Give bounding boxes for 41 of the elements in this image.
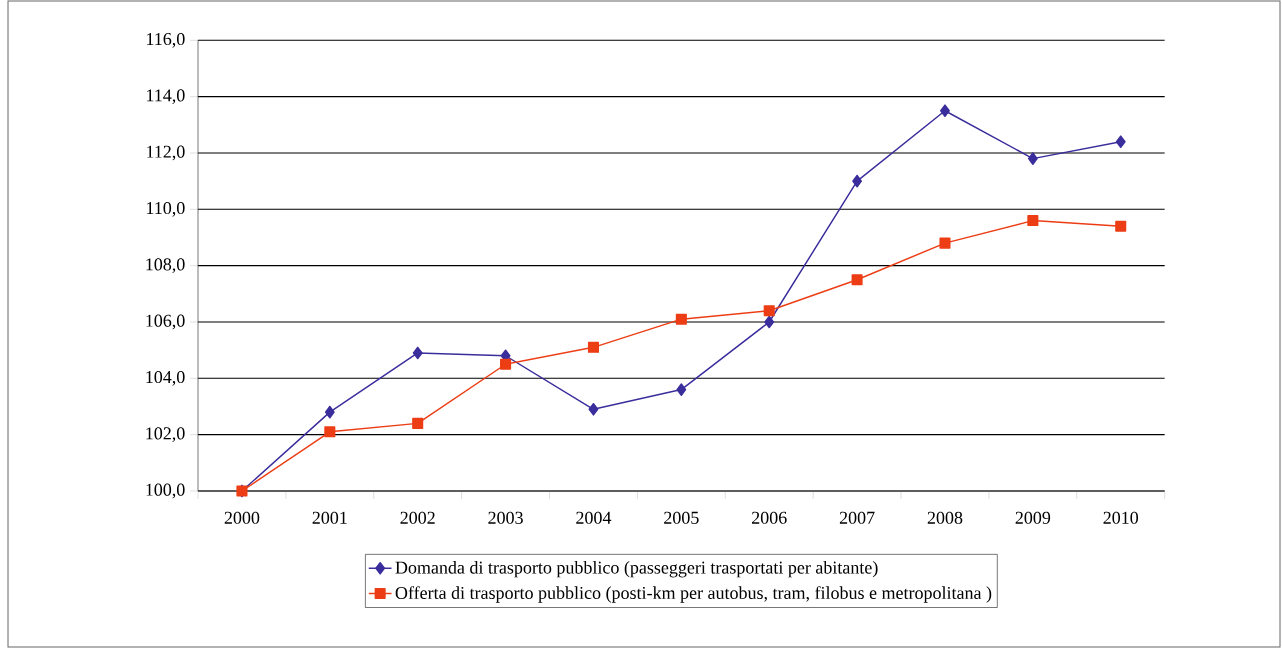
point <box>324 405 335 419</box>
legend-label: Domanda di trasporto pubblico (passeggeri trasportati per abitante) <box>395 561 878 578</box>
y-tick-label: 100,0 <box>146 483 185 499</box>
x-tick-label: 2000 <box>224 511 260 524</box>
y-tick-label: 112,0 <box>147 145 185 161</box>
point <box>851 274 863 286</box>
point <box>675 313 687 325</box>
point <box>500 358 512 370</box>
x-tick-label: 2006 <box>752 511 787 524</box>
y-tick-label: 106,0 <box>146 314 185 330</box>
point <box>1027 215 1039 227</box>
x-tick-label: 2007 <box>839 511 875 524</box>
y-tick-label: 104,0 <box>146 370 185 386</box>
y-tick-label: 102,0 <box>146 427 185 443</box>
point <box>1115 220 1127 232</box>
point <box>940 104 950 118</box>
x-tick-label: 2008 <box>927 511 963 524</box>
x-tick-label: 2004 <box>576 511 612 524</box>
y-tick-label: 110,0 <box>147 201 185 217</box>
point <box>852 174 863 188</box>
x-tick-label: 2003 <box>488 511 523 524</box>
x-tick-label: 2005 <box>664 511 699 524</box>
point <box>763 305 775 317</box>
legend-label: Offerta di trasporto pubblico (posti-km per autobus, tram, filobus e metropolitana ) <box>395 586 992 603</box>
x-tick-label: 2001 <box>312 511 347 524</box>
y-tick-label: 114,0 <box>147 89 185 105</box>
x-tick-label: 2010 <box>1103 511 1139 524</box>
point <box>676 383 687 396</box>
x-tick-label: 2002 <box>400 511 435 524</box>
point <box>1115 135 1126 149</box>
point <box>588 402 599 416</box>
point <box>1027 152 1038 165</box>
point <box>412 417 424 429</box>
y-tick-label: 116,0 <box>147 32 185 48</box>
point <box>764 315 775 329</box>
point <box>587 341 599 353</box>
point <box>324 426 336 438</box>
x-tick-label: 2009 <box>1015 511 1051 524</box>
point <box>412 346 423 360</box>
point <box>939 237 951 249</box>
y-tick-label: 108,0 <box>146 258 185 274</box>
